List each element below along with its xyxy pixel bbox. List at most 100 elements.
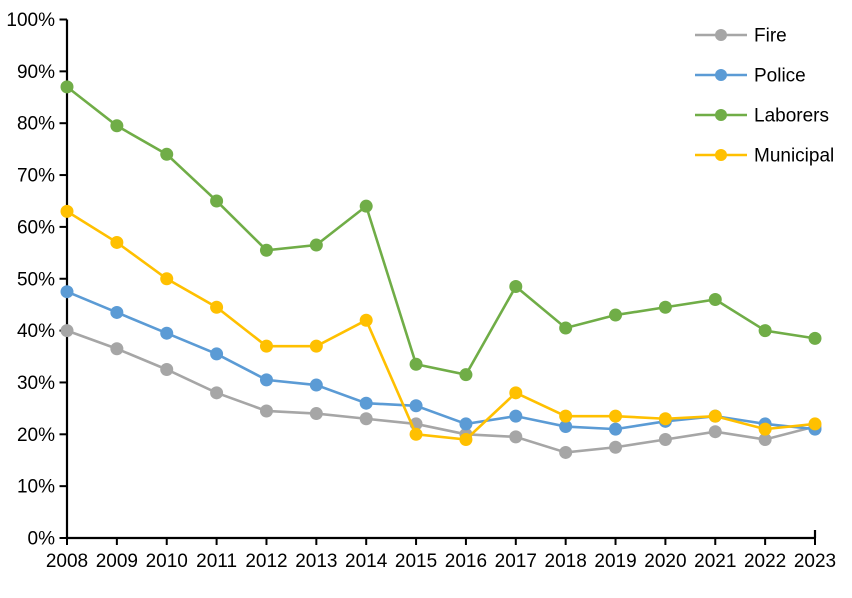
y-tick-label: 50%: [17, 269, 55, 290]
data-point: [259, 339, 273, 353]
data-point: [160, 326, 174, 340]
data-point: [359, 396, 373, 410]
x-tick-label: 2010: [146, 551, 188, 572]
data-point: [708, 409, 722, 423]
data-point: [409, 427, 423, 441]
data-point: [758, 432, 772, 446]
x-tick-label: 2017: [495, 551, 537, 572]
x-tick-label: 2020: [644, 551, 686, 572]
data-point: [309, 339, 323, 353]
series-laborers: [60, 80, 822, 382]
data-point: [60, 80, 74, 94]
y-tick-label: 40%: [17, 321, 55, 342]
x-tick-label: 2011: [196, 551, 237, 572]
data-point: [459, 432, 473, 446]
legend-item-police: Police: [695, 66, 806, 87]
x-tick-label: 2023: [794, 551, 836, 572]
data-point: [259, 404, 273, 418]
series-line: [66, 329, 816, 454]
data-point: [559, 321, 573, 335]
series-fire: [60, 324, 822, 459]
data-point: [758, 422, 772, 436]
legend-label: Police: [754, 66, 806, 87]
data-point: [658, 412, 672, 426]
data-point: [808, 417, 822, 431]
data-point: [110, 305, 124, 319]
data-point: [609, 440, 623, 454]
x-tick-label: 2016: [445, 551, 487, 572]
x-tick-label: 2013: [295, 551, 337, 572]
legend-marker-icon: [715, 29, 727, 41]
x-tick-label: 2012: [245, 551, 287, 572]
data-point: [409, 357, 423, 371]
data-point: [708, 425, 722, 439]
data-point: [509, 386, 523, 400]
data-point: [359, 412, 373, 426]
x-tick-label: 2019: [594, 551, 636, 572]
data-point: [210, 300, 224, 314]
data-point: [708, 292, 722, 306]
data-point: [259, 373, 273, 387]
x-tick-label: 2009: [96, 551, 138, 572]
data-point: [509, 409, 523, 423]
legend-item-municipal: Municipal: [695, 146, 834, 167]
y-tick-label: 10%: [17, 477, 55, 498]
data-point: [160, 147, 174, 161]
data-point: [808, 331, 822, 345]
data-point: [658, 432, 672, 446]
y-tick-label: 0%: [28, 529, 56, 550]
x-tick-label: 2015: [395, 551, 437, 572]
data-point: [160, 272, 174, 286]
data-point: [509, 430, 523, 444]
data-point: [60, 285, 74, 299]
data-point: [309, 378, 323, 392]
y-tick-label: 30%: [17, 373, 55, 394]
data-point: [259, 243, 273, 257]
axes: [65, 19, 817, 540]
data-point: [160, 362, 174, 376]
data-point: [409, 399, 423, 413]
legend-marker-icon: [715, 69, 727, 81]
y-tick-label: 100%: [6, 10, 55, 31]
data-point: [559, 409, 573, 423]
data-point: [459, 368, 473, 382]
legend-item-laborers: Laborers: [695, 106, 829, 127]
series-line: [66, 290, 816, 431]
y-tick-label: 20%: [17, 425, 55, 446]
legend-marker-icon: [715, 149, 727, 161]
data-point: [609, 308, 623, 322]
x-tick-label: 2014: [345, 551, 388, 572]
data-point: [210, 386, 224, 400]
data-point: [359, 199, 373, 213]
legend-item-fire: Fire: [695, 26, 787, 47]
data-point: [658, 300, 672, 314]
data-point: [110, 235, 124, 249]
data-point: [559, 445, 573, 459]
x-tick-label: 2022: [744, 551, 786, 572]
data-point: [359, 313, 373, 327]
series-police: [60, 285, 822, 436]
series-line: [66, 85, 816, 377]
series-line: [66, 210, 816, 441]
x-tick-label: 2021: [694, 551, 736, 572]
series-municipal: [60, 204, 822, 446]
x-tick-label: 2008: [46, 551, 88, 572]
legend-marker-icon: [715, 109, 727, 121]
y-tick-label: 90%: [17, 62, 55, 83]
data-point: [110, 119, 124, 133]
data-point: [309, 238, 323, 252]
data-point: [60, 324, 74, 338]
data-point: [509, 280, 523, 294]
legend-label: Laborers: [754, 106, 829, 127]
data-point: [609, 422, 623, 436]
data-point: [459, 417, 473, 431]
x-tick-label: 2018: [545, 551, 587, 572]
data-point: [609, 409, 623, 423]
data-point: [110, 342, 124, 356]
y-tick-label: 80%: [17, 114, 55, 135]
data-point: [559, 420, 573, 434]
data-point: [210, 347, 224, 361]
legend-label: Fire: [754, 26, 787, 47]
